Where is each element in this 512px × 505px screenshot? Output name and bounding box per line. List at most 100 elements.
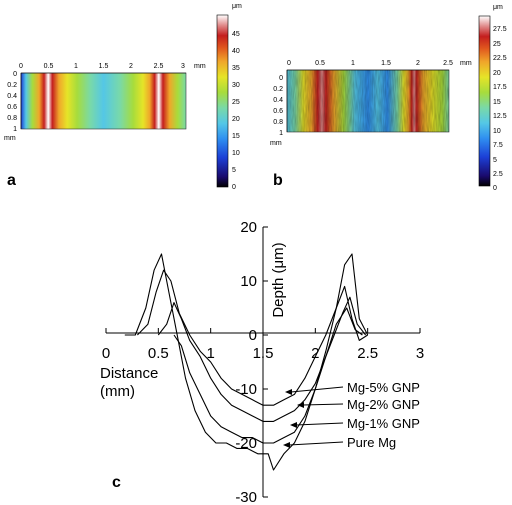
colorbar-b-tick: 7.5: [493, 142, 503, 149]
panel-a-y-tick: 0.2: [7, 82, 17, 89]
annotation-arrow-head: [290, 422, 297, 428]
panel-a-y-tick: 0.4: [7, 93, 17, 100]
colorbar-b-tick: 12.5: [493, 113, 507, 120]
colorbar-a-tick: 35: [232, 65, 240, 72]
colorbar-b-tick: 20: [493, 70, 501, 77]
x-tick-label: 3: [416, 345, 424, 362]
annotation-arrow-line: [295, 422, 344, 426]
colorbar-a-tick: 0: [232, 184, 236, 191]
panel-b-x-tick: 2.5: [443, 60, 453, 67]
annotation-arrow-line: [288, 441, 344, 446]
panel-b-x-tick: 2: [416, 60, 420, 67]
colorbar-b-tick: 2.5: [493, 171, 503, 178]
panel-b-x-ticks: 0 0.5 1 1.5 2 2.5 mm: [287, 60, 472, 71]
annotation-label: Mg-5% GNP: [347, 380, 420, 395]
panel-b-y-unit: mm: [270, 140, 282, 147]
series-line: [173, 307, 363, 444]
y-tick-label: -10: [235, 381, 257, 398]
height-map-b-texture: [287, 70, 449, 132]
panel-b-x-unit: mm: [460, 60, 472, 67]
panel-c-label: c: [112, 474, 121, 491]
panel-b-label: b: [273, 172, 283, 189]
annotation-arrow-line: [290, 386, 344, 393]
colorbar-b-tick: 0: [493, 185, 497, 192]
chart-tick-labels: 0 0.5 1 1.5 2 2.5 3 -30 -20 -10 0 10 20: [102, 219, 424, 505]
panel-b-y-tick: 0.4: [273, 97, 283, 104]
panel-b-x-tick: 0.5: [315, 60, 325, 67]
colorbar-b-tick: 15: [493, 99, 501, 106]
series-line: [124, 253, 369, 471]
colorbar-b-tick: 25: [493, 41, 501, 48]
panel-a-y-tick: 0: [13, 71, 17, 78]
panel-b-x-tick: 1.5: [381, 60, 391, 67]
colorbar-a-tick: 25: [232, 99, 240, 106]
panel-a-x-ticks: 0 0.5 1 1.5 2 2.5 3 mm: [19, 63, 206, 74]
panel-b-y-tick: 0.2: [273, 86, 283, 93]
panel-a: 0 0.5 1 1.5 2 2.5 3 mm 0 0.2 0.4 0.6 0.8…: [4, 63, 206, 189]
x-axis-title-line: (mm): [100, 383, 135, 400]
colorbar-b-unit: μm: [493, 4, 503, 11]
colorbar-a-tick: 20: [232, 116, 240, 123]
annotation-arrow-head: [283, 442, 290, 448]
y-axis-title: Depth (μm): [270, 242, 287, 317]
x-tick-label: 1.5: [253, 345, 274, 362]
colorbar-a-tick: 5: [232, 167, 236, 174]
colorbar-b: μm 27.5 25 22.5 20 17.5 15 12.5 10 7.5 5…: [478, 4, 507, 192]
colorbar-b-tick: 10: [493, 128, 501, 135]
panel-a-y-unit: mm: [4, 135, 16, 142]
y-tick-label: 20: [240, 219, 257, 236]
panel-a-y-tick: 0.8: [7, 115, 17, 122]
annotation-label: Mg-2% GNP: [347, 397, 420, 412]
panel-b-x-tick: 0: [287, 60, 291, 67]
panel-a-y-ticks: 0 0.2 0.4 0.6 0.8 1 mm: [4, 71, 22, 142]
annotation-arrow-line: [302, 403, 344, 406]
x-tick-label: 1: [206, 345, 214, 362]
y-tick-label: 0: [249, 327, 257, 344]
colorbar-a: μm 45 40 35 30 25 20 15 10 5 0: [216, 3, 242, 191]
colorbar-a-tick: 10: [232, 150, 240, 157]
y-tick-label: -20: [235, 435, 257, 452]
annotation-label: Mg-1% GNP: [347, 416, 420, 431]
panel-a-x-unit: mm: [194, 63, 206, 70]
panel-a-x-tick: 1: [74, 63, 78, 70]
colorbar-a-tick: 30: [232, 82, 240, 89]
panel-b: 0 0.5 1 1.5 2 2.5 mm 0 0.2 0.4 0.6 0.8 1…: [270, 60, 472, 189]
panel-a-x-tick: 0: [19, 63, 23, 70]
panel-b-x-tick: 1: [351, 60, 355, 67]
x-tick-label: 0.5: [148, 345, 169, 362]
panel-b-y-tick: 1: [279, 130, 283, 137]
x-axis-title: Distance (mm): [100, 365, 158, 400]
annotation-arrow-head: [285, 389, 292, 395]
chart-axes: [106, 227, 420, 497]
y-tick-label: -30: [235, 489, 257, 505]
x-tick-label: 2.5: [357, 345, 378, 362]
panel-a-x-tick: 3: [181, 63, 185, 70]
colorbar-b-gradient: [478, 15, 491, 187]
panel-a-y-tick: 0.6: [7, 104, 17, 111]
panel-b-y-tick: 0.8: [273, 119, 283, 126]
chart-series: [124, 253, 369, 471]
colorbar-a-unit: μm: [232, 3, 242, 10]
colorbar-a-tick: 40: [232, 48, 240, 55]
colorbar-a-tick: 15: [232, 133, 240, 140]
panel-b-y-tick: 0: [279, 75, 283, 82]
panel-a-y-tick: 1: [13, 126, 17, 133]
colorbar-b-tick: 17.5: [493, 84, 507, 91]
colorbar-b-tick: 27.5: [493, 26, 507, 33]
x-tick-label: 0: [102, 345, 110, 362]
x-axis-title-line: Distance: [100, 365, 158, 382]
colorbar-b-tick: 22.5: [493, 55, 507, 62]
series-line: [157, 296, 367, 422]
panel-a-label: a: [7, 172, 16, 189]
annotation-label: Pure Mg: [347, 435, 396, 450]
colorbar-a-gradient: [216, 14, 229, 188]
panel-a-x-tick: 0.5: [44, 63, 54, 70]
panel-a-x-tick: 1.5: [99, 63, 109, 70]
annotation-arrow-head: [297, 402, 304, 408]
height-map-a: [20, 72, 187, 130]
x-tick-label: 2: [311, 345, 319, 362]
panel-b-y-ticks: 0 0.2 0.4 0.6 0.8 1 mm: [270, 70, 288, 147]
panel-a-x-tick: 2: [129, 63, 133, 70]
